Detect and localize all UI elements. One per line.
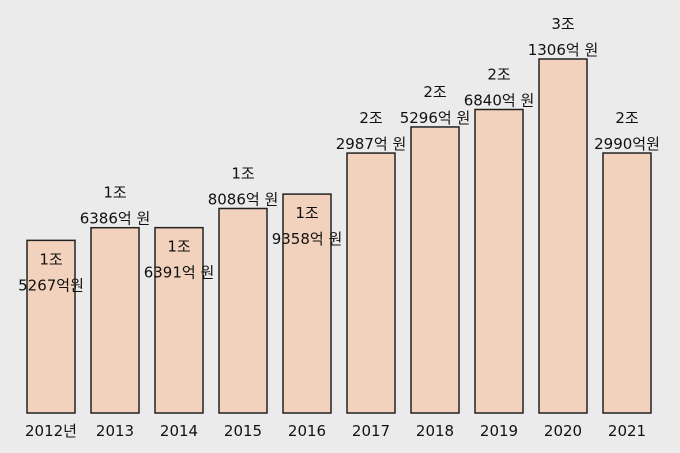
data-label-4-line-1: 9358억 원: [272, 230, 343, 248]
x-tick-label-8: 2020: [544, 422, 582, 440]
data-label-7-line-1: 6840억 원: [464, 92, 535, 110]
bar-0: [26, 239, 76, 414]
data-label-1-line-0: 1조: [103, 184, 127, 202]
data-label-6-line-1: 5296억 원: [400, 109, 471, 127]
x-tick-label-3: 2015: [224, 422, 262, 440]
data-label-5-line-0: 2조: [359, 109, 383, 127]
data-label-7-line-0: 2조: [487, 66, 511, 84]
bar-9: [602, 152, 652, 414]
bar-6: [410, 126, 460, 414]
data-label-2-line-0: 1조: [167, 238, 191, 256]
bar-3: [218, 207, 268, 414]
bar-1: [90, 226, 140, 414]
data-label-3-line-0: 1조: [231, 164, 255, 182]
bar-5: [346, 152, 396, 414]
x-tick-label-9: 2021: [608, 422, 646, 440]
bars-group: [26, 58, 652, 414]
data-label-0-line-0: 1조: [39, 250, 63, 268]
data-label-3-line-1: 8086억 원: [208, 190, 279, 208]
bar-7: [474, 108, 524, 414]
data-label-9-line-0: 2조: [615, 109, 639, 127]
data-label-9-line-1: 2990억원: [594, 135, 660, 153]
data-label-1-line-1: 6386억 원: [80, 210, 151, 228]
data-label-2-line-1: 6391억 원: [144, 264, 215, 282]
data-label-5-line-1: 2987억 원: [336, 135, 407, 153]
bar-4: [282, 193, 332, 414]
x-tick-labels-group: 2012년 2013 2014 2015 2016 2017 2018 2019 2020 202…: [25, 422, 646, 440]
data-label-8-line-1: 1306억 원: [528, 41, 599, 59]
x-tick-label-7: 2019: [480, 422, 518, 440]
x-tick-label-0: 2012년: [25, 422, 77, 440]
x-tick-label-5: 2017: [352, 422, 390, 440]
x-tick-label-4: 2016: [288, 422, 326, 440]
data-label-6-line-0: 2조: [423, 83, 447, 101]
data-label-4-line-0: 1조: [295, 204, 319, 222]
data-labels-group: 1조 5267억원 1조 6386억 원 1조 6391억 원 1조 8086억 원 1조 935…: [18, 15, 660, 294]
data-label-0-line-1: 5267억원: [18, 276, 84, 294]
data-label-8-line-0: 3조: [551, 15, 575, 33]
x-tick-label-6: 2018: [416, 422, 454, 440]
bar-8: [538, 58, 588, 414]
x-tick-label-1: 2013: [96, 422, 134, 440]
x-tick-label-2: 2014: [160, 422, 198, 440]
bar-2: [154, 226, 204, 414]
